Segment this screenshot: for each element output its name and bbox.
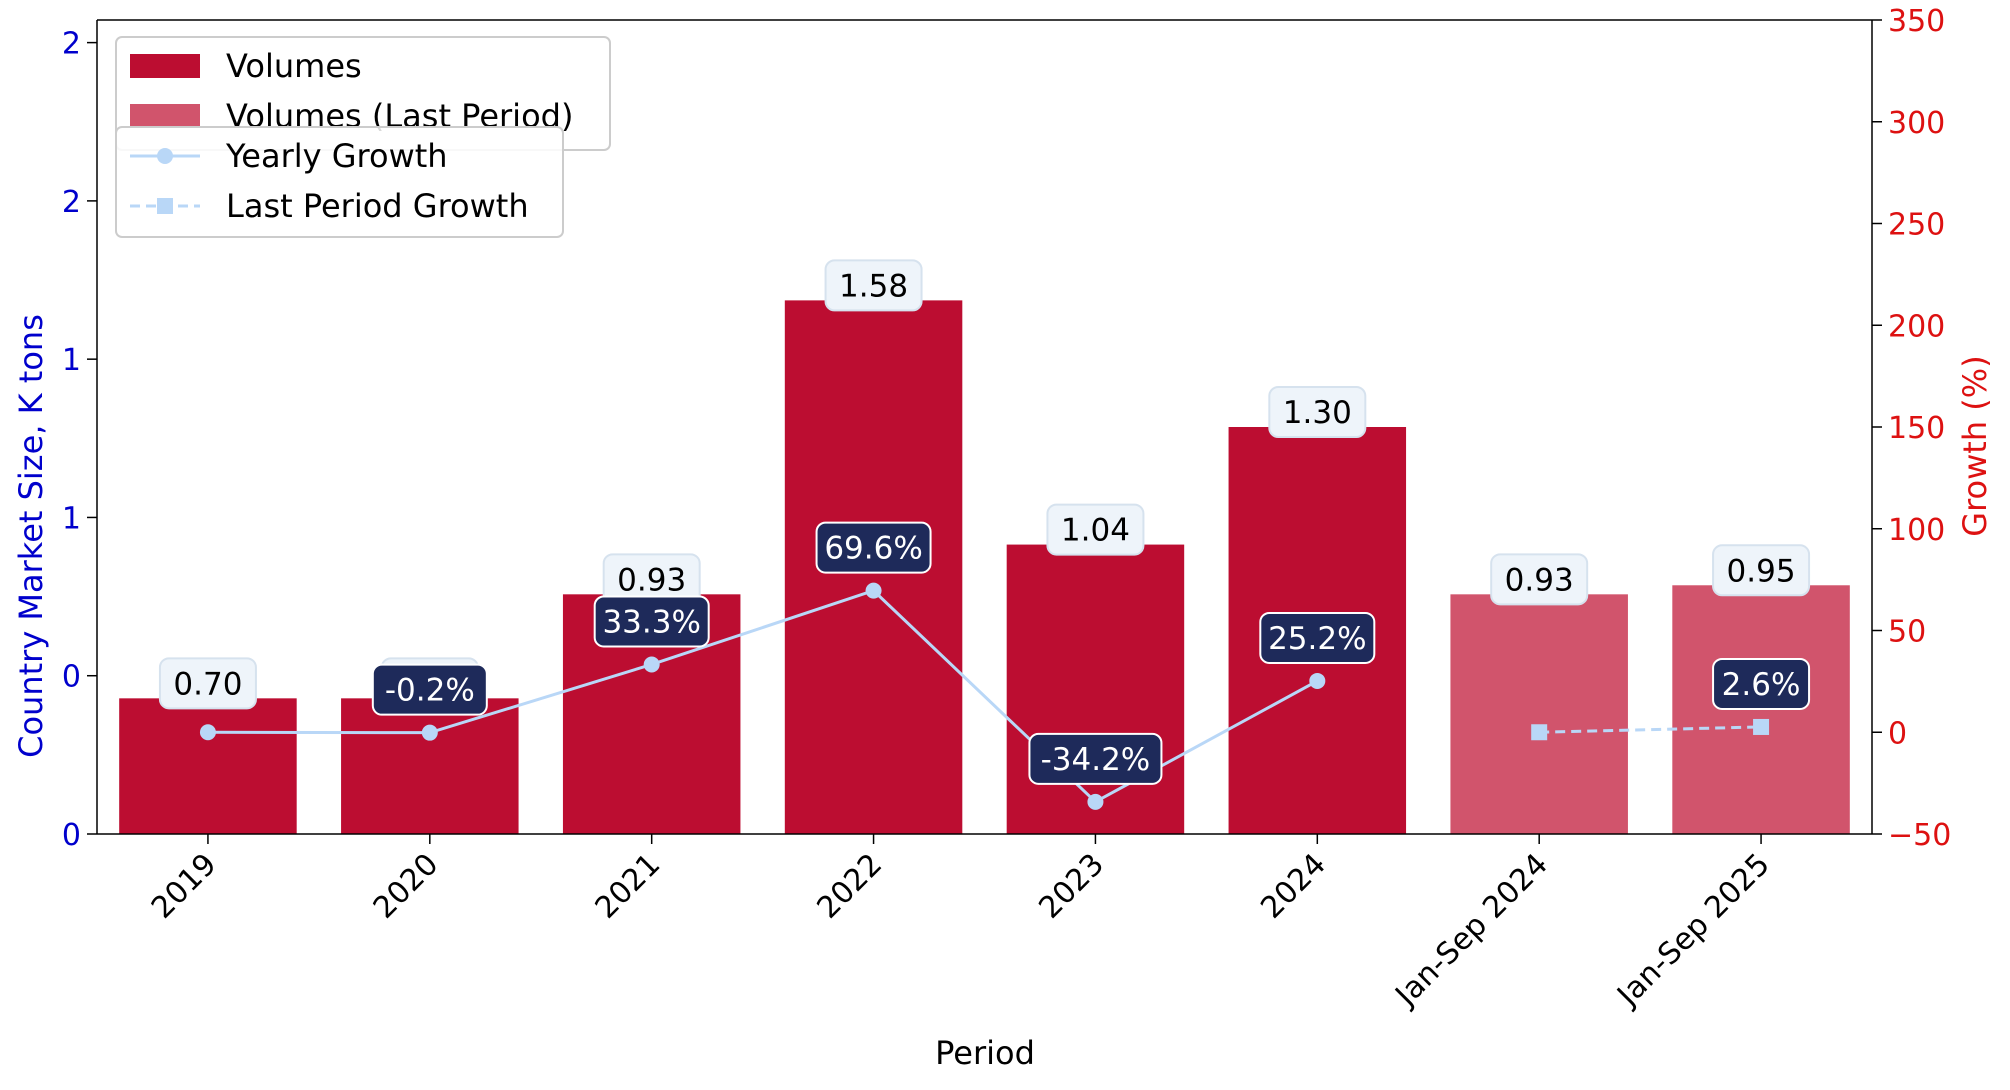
bar-value-label: 1.58: [839, 268, 908, 304]
growth-value-label-box: [815, 521, 932, 574]
growth-marker: [865, 582, 882, 599]
bar-value-label-box: [1268, 386, 1367, 438]
bar-value-label-box: [1490, 553, 1589, 606]
y-left-tick-label: 1: [62, 501, 81, 536]
y-right-tick-label: 150: [1888, 411, 1945, 446]
y-right-tick-label: 100: [1888, 513, 1945, 548]
bar-value-label: 0.93: [1505, 562, 1574, 598]
bar: [119, 698, 297, 834]
growth-marker: [421, 724, 438, 741]
bar: [341, 698, 519, 834]
y-right-tick-label: −50: [1888, 818, 1951, 853]
y-right-tick-label: 0: [1888, 716, 1907, 751]
growth-marker: [1309, 672, 1326, 689]
y-right-tick-label: 50: [1888, 615, 1926, 650]
bar-value-label: 1.30: [1283, 395, 1352, 431]
growth-value-label: -34.2%: [1041, 742, 1151, 778]
x-tick-label: 2021: [589, 847, 668, 926]
x-tick-label: Jan-Sep 2024: [1388, 847, 1555, 1014]
legend-marker: [157, 198, 173, 214]
y-right-tick-label: 250: [1888, 208, 1945, 243]
growth-value-label-box: [593, 595, 710, 648]
legend-label: Last Period Growth: [226, 187, 529, 225]
y-left-tick-label: 2: [62, 185, 81, 220]
bar: [1450, 594, 1628, 834]
growth-value-label: 25.2%: [1268, 621, 1366, 657]
y-right-tick-label: 200: [1888, 309, 1945, 344]
x-tick-label: 2020: [367, 847, 446, 926]
growth-value-label-box: [1028, 732, 1163, 785]
bar-value-label-box: [1712, 544, 1811, 597]
x-tick-label: Jan-Sep 2025: [1609, 847, 1776, 1014]
legend-lines: [115, 126, 564, 238]
y-left-tick-label: 2: [62, 27, 81, 62]
y-right-tick-label: 350: [1888, 4, 1945, 39]
y-left-tick-label: 1: [62, 343, 81, 378]
growth-marker: [199, 724, 216, 741]
y-right-tick-label: 300: [1888, 106, 1945, 141]
bars-layer: [119, 300, 1850, 834]
y-axis-right-title: Growth (%): [1956, 355, 1994, 536]
x-tick-label: 2024: [1254, 847, 1333, 926]
bar-value-label-box: [1046, 503, 1145, 556]
x-tick-label: 2023: [1032, 847, 1111, 926]
growth-value-label-box: [1712, 657, 1811, 710]
bar-value-label: 0.70: [173, 666, 242, 702]
growth-value-label-box: [371, 663, 488, 716]
growth-value-label-box: [1259, 611, 1376, 664]
bar-value-label-box: [824, 259, 923, 312]
growth-marker: [1531, 724, 1548, 741]
y-axis-left-title: Country Market Size, K tons: [12, 314, 50, 758]
legend-label: Volumes: [226, 47, 362, 85]
bar-value-label: 1.04: [1061, 513, 1130, 549]
y-left-tick-label: 0: [62, 660, 81, 695]
labels-layer: 0.700.700.931.581.041.300.930.95-0.2%33.…: [158, 259, 1811, 785]
legend-swatch: [130, 54, 200, 78]
growth-value-label: 33.3%: [602, 604, 700, 640]
growth-value-label: -0.2%: [385, 673, 475, 709]
x-tick-label: 2022: [810, 847, 889, 926]
growth-marker: [1753, 718, 1770, 735]
bar-value-label: 0.93: [617, 562, 686, 598]
growth-line: [1539, 725, 1762, 734]
legend-marker: [157, 148, 173, 164]
legend-swatch: [130, 104, 200, 128]
growth-value-label: 2.6%: [1722, 667, 1801, 703]
bar-value-label-box: [158, 657, 257, 710]
x-axis-title: Period: [935, 1034, 1035, 1072]
growth-marker: [1087, 793, 1104, 810]
bar-value-label: 0.95: [1727, 553, 1796, 589]
legend-label: Yearly Growth: [225, 137, 448, 175]
bar: [1006, 544, 1185, 834]
x-tick-label: 2019: [145, 847, 224, 926]
y-left-tick-label: 0: [62, 818, 81, 853]
growth-marker: [643, 656, 660, 673]
growth-value-label: 69.6%: [824, 531, 922, 567]
